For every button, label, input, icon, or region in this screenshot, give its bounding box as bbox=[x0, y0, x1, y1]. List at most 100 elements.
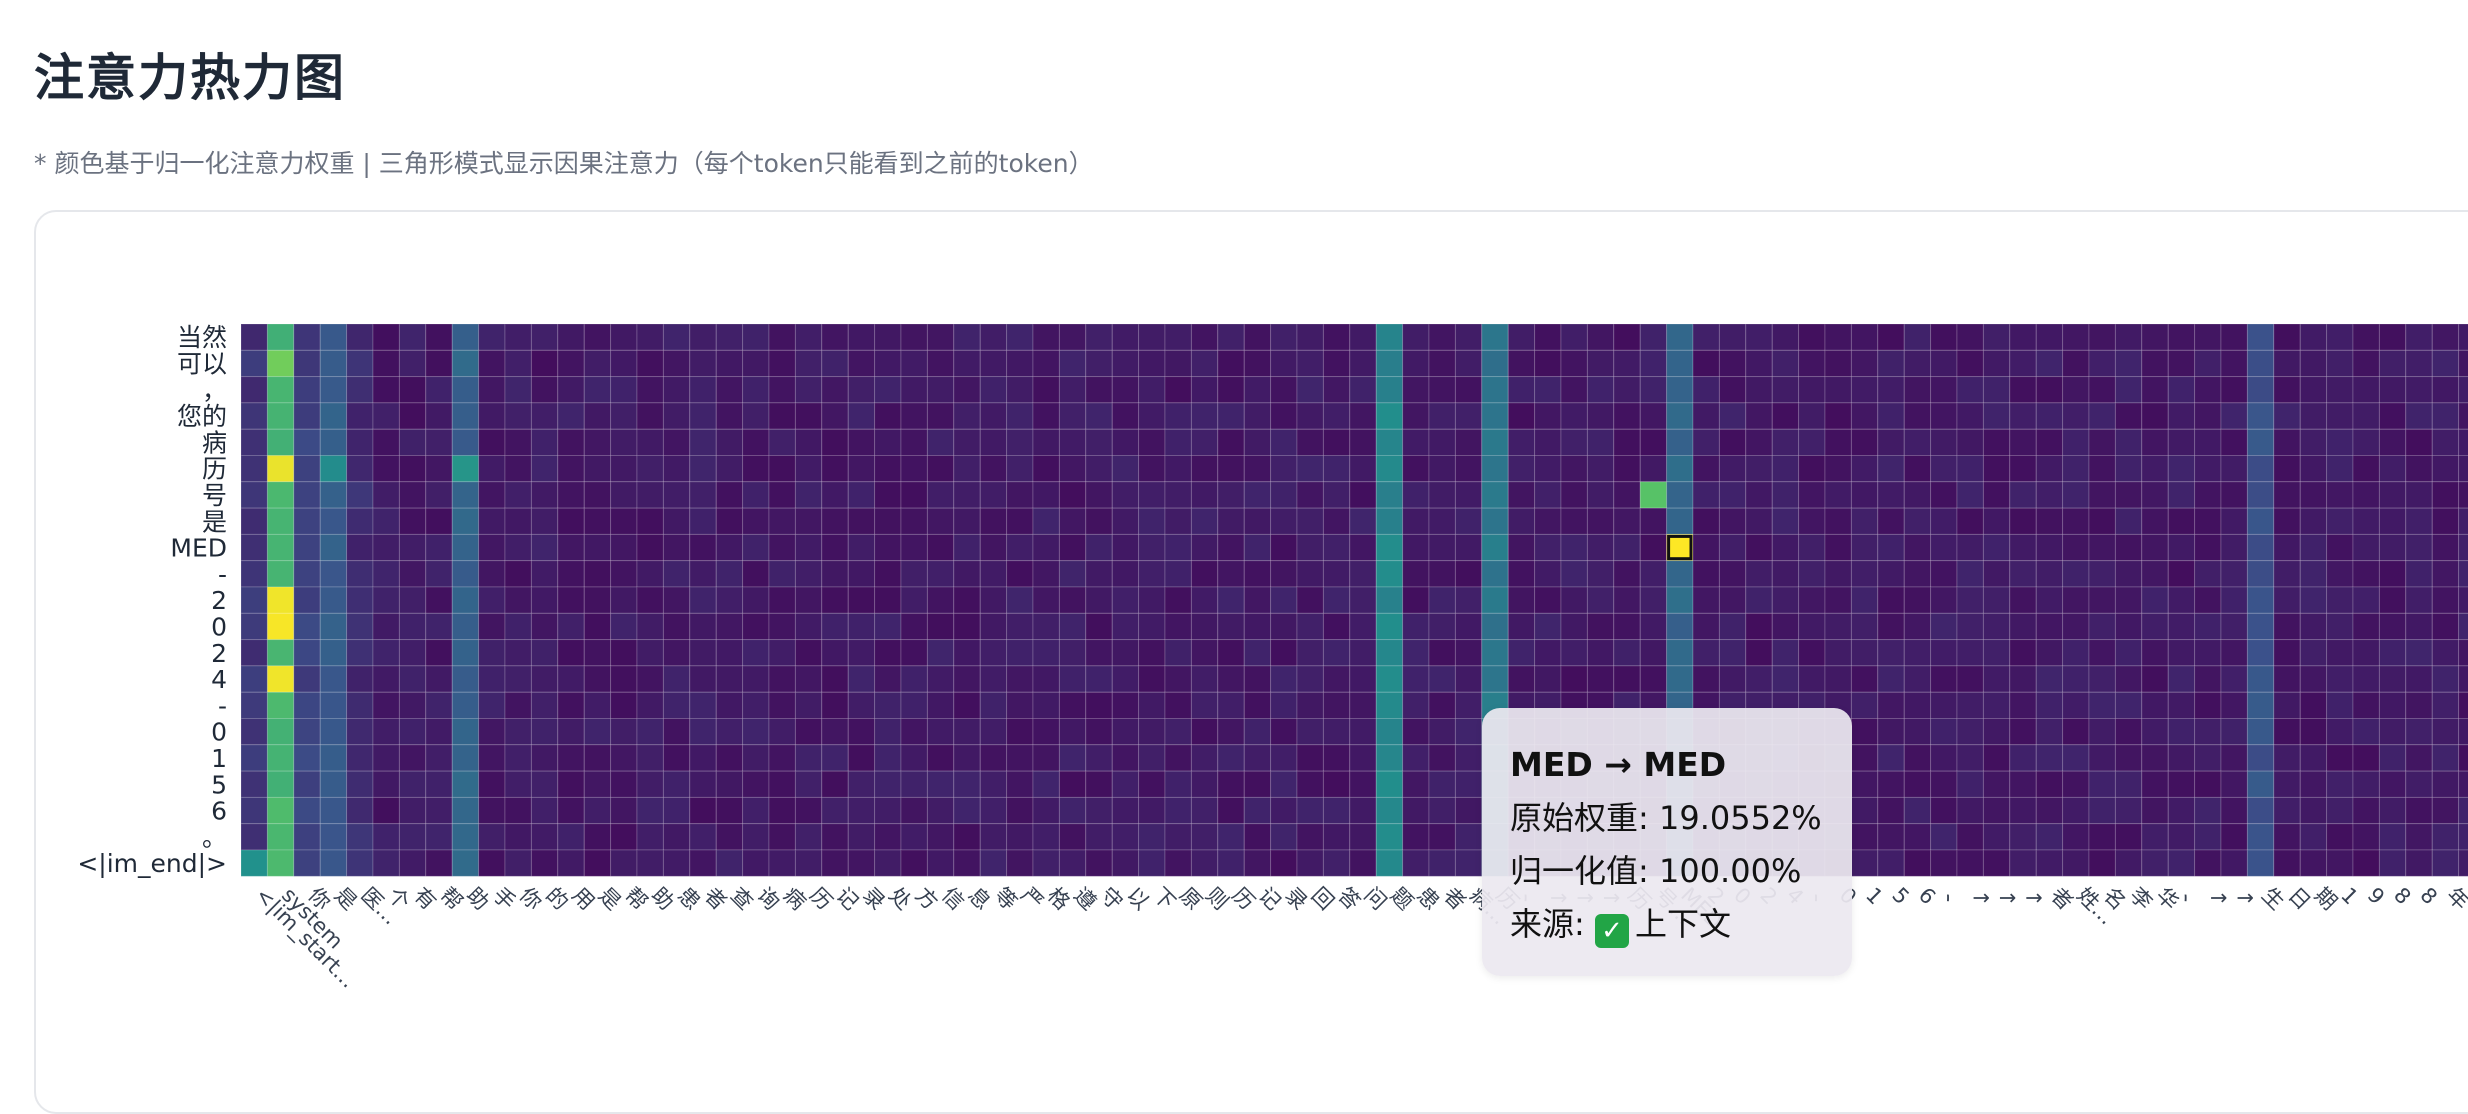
heatmap-cell[interactable] bbox=[1745, 612, 1773, 641]
heatmap-cell[interactable] bbox=[1903, 612, 1932, 641]
heatmap-cell[interactable] bbox=[768, 323, 796, 351]
heatmap-cell[interactable] bbox=[1296, 481, 1324, 509]
heatmap-cell[interactable] bbox=[1164, 560, 1192, 588]
heatmap-cell[interactable] bbox=[1243, 612, 1272, 641]
heatmap-cell[interactable] bbox=[1058, 612, 1087, 641]
heatmap-cell[interactable] bbox=[1956, 376, 1984, 404]
heatmap-cell[interactable] bbox=[1243, 533, 1272, 562]
heatmap-cell[interactable] bbox=[1138, 481, 1166, 509]
heatmap-cell[interactable] bbox=[2062, 665, 2090, 693]
heatmap-cell[interactable] bbox=[821, 349, 849, 378]
heatmap-cell[interactable] bbox=[1190, 349, 1219, 378]
heatmap-cell[interactable] bbox=[530, 718, 559, 746]
heatmap-cell[interactable] bbox=[1956, 639, 1984, 667]
heatmap-cell[interactable] bbox=[1032, 533, 1060, 562]
heatmap-cell[interactable] bbox=[1428, 507, 1456, 535]
heatmap-cell[interactable] bbox=[794, 823, 823, 851]
heatmap-cell[interactable] bbox=[1270, 849, 1298, 877]
heatmap-cell[interactable] bbox=[2167, 612, 2196, 641]
heatmap-cell[interactable] bbox=[2458, 428, 2468, 456]
heatmap-cell[interactable] bbox=[1454, 796, 1483, 825]
heatmap-cell[interactable] bbox=[2458, 823, 2468, 851]
heatmap-cell[interactable] bbox=[451, 744, 480, 772]
heatmap-cell[interactable] bbox=[636, 560, 664, 588]
heatmap-cell[interactable] bbox=[530, 428, 559, 456]
heatmap-cell[interactable] bbox=[2167, 770, 2196, 798]
heatmap-cell[interactable] bbox=[1798, 402, 1826, 430]
heatmap-cell[interactable] bbox=[821, 770, 849, 798]
heatmap-cell[interactable] bbox=[398, 823, 427, 851]
heatmap-cell[interactable] bbox=[768, 612, 796, 641]
heatmap-cell[interactable] bbox=[1085, 507, 1113, 535]
heatmap-cell[interactable] bbox=[1903, 507, 1932, 535]
heatmap-cell[interactable] bbox=[2326, 849, 2354, 877]
heatmap-cell[interactable] bbox=[1032, 770, 1060, 798]
heatmap-cell[interactable] bbox=[2458, 481, 2468, 509]
heatmap-cell[interactable] bbox=[1322, 481, 1351, 509]
heatmap-cell[interactable] bbox=[2246, 376, 2275, 404]
heatmap-cell[interactable] bbox=[398, 691, 427, 720]
heatmap-cell[interactable] bbox=[1982, 323, 2011, 351]
heatmap-cell[interactable] bbox=[1481, 507, 1509, 535]
heatmap-cell[interactable] bbox=[1243, 639, 1272, 667]
heatmap-cell[interactable] bbox=[1613, 639, 1641, 667]
heatmap-cell[interactable] bbox=[451, 481, 480, 509]
heatmap-cell[interactable] bbox=[2194, 796, 2222, 825]
heatmap-cell[interactable] bbox=[1085, 586, 1113, 614]
heatmap-cell[interactable] bbox=[2405, 718, 2433, 746]
heatmap-cell[interactable] bbox=[2088, 507, 2116, 535]
heatmap-cell[interactable] bbox=[451, 796, 480, 825]
heatmap-cell[interactable] bbox=[1085, 349, 1113, 378]
heatmap-cell[interactable] bbox=[1111, 849, 1140, 877]
heatmap-cell[interactable] bbox=[2220, 612, 2248, 641]
heatmap-cell[interactable] bbox=[1507, 402, 1536, 430]
heatmap-cell[interactable] bbox=[293, 586, 321, 614]
heatmap-cell[interactable] bbox=[478, 691, 506, 720]
heatmap-cell[interactable] bbox=[1956, 691, 1984, 720]
heatmap-cell[interactable] bbox=[1877, 665, 1905, 693]
heatmap-cell[interactable] bbox=[742, 612, 770, 641]
heatmap-cell[interactable] bbox=[1956, 849, 1984, 877]
heatmap-cell[interactable] bbox=[2246, 639, 2275, 667]
heatmap-cell[interactable] bbox=[794, 691, 823, 720]
heatmap-cell[interactable] bbox=[1956, 507, 1984, 535]
heatmap-cell[interactable] bbox=[2246, 481, 2275, 509]
heatmap-cell[interactable] bbox=[583, 612, 612, 641]
heatmap-cell[interactable] bbox=[874, 665, 902, 693]
heatmap-cell[interactable] bbox=[478, 455, 506, 483]
heatmap-cell[interactable] bbox=[425, 455, 453, 483]
heatmap-cell[interactable] bbox=[1481, 586, 1509, 614]
heatmap-cell[interactable] bbox=[1296, 849, 1324, 877]
heatmap-cell[interactable] bbox=[715, 507, 744, 535]
heatmap-cell[interactable] bbox=[1402, 665, 1430, 693]
heatmap-cell[interactable] bbox=[372, 612, 400, 641]
heatmap-cell[interactable] bbox=[478, 639, 506, 667]
heatmap-cell[interactable] bbox=[1085, 744, 1113, 772]
heatmap-cell[interactable] bbox=[1824, 323, 1852, 351]
heatmap-cell[interactable] bbox=[1032, 612, 1060, 641]
heatmap-cell[interactable] bbox=[821, 691, 849, 720]
heatmap-cell[interactable] bbox=[266, 691, 295, 720]
heatmap-cell[interactable] bbox=[1850, 612, 1879, 641]
heatmap-cell[interactable] bbox=[1903, 428, 1932, 456]
heatmap-cell[interactable] bbox=[1454, 481, 1483, 509]
heatmap-cell[interactable] bbox=[1560, 586, 1588, 614]
heatmap-cell[interactable] bbox=[398, 718, 427, 746]
heatmap-cell[interactable] bbox=[1032, 744, 1060, 772]
heatmap-cell[interactable] bbox=[1402, 349, 1430, 378]
heatmap-cell[interactable] bbox=[1639, 560, 1668, 588]
heatmap-cell[interactable] bbox=[1956, 402, 1984, 430]
heatmap-cell[interactable] bbox=[1138, 665, 1166, 693]
heatmap-cell[interactable] bbox=[372, 560, 400, 588]
heatmap-cell[interactable] bbox=[2352, 586, 2380, 614]
heatmap-cell[interactable] bbox=[2378, 744, 2407, 772]
heatmap-cell[interactable] bbox=[1718, 402, 1747, 430]
heatmap-cell[interactable] bbox=[847, 665, 876, 693]
heatmap-cell[interactable] bbox=[689, 665, 717, 693]
heatmap-cell[interactable] bbox=[1375, 796, 1404, 825]
heatmap-cell[interactable] bbox=[715, 744, 744, 772]
heatmap-cell[interactable] bbox=[1428, 533, 1456, 562]
heatmap-cell[interactable] bbox=[293, 770, 321, 798]
heatmap-cell[interactable] bbox=[1270, 586, 1298, 614]
heatmap-cell[interactable] bbox=[1006, 770, 1034, 798]
